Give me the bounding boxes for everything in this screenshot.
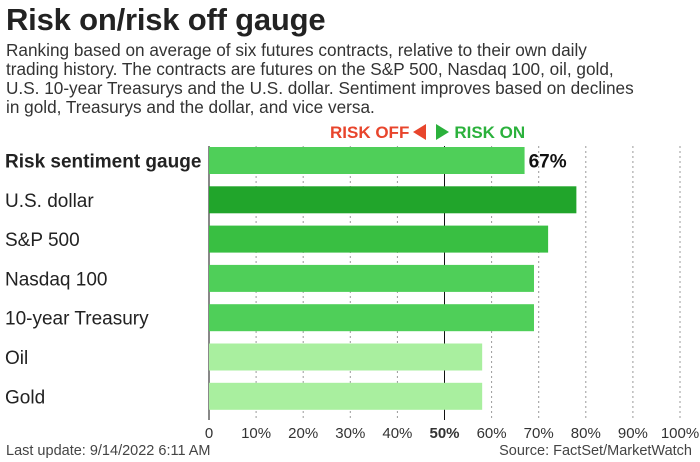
category-label: Oil [5, 348, 28, 369]
x-tick-label: 20% [288, 425, 318, 442]
x-tick-label: 70% [524, 425, 554, 442]
arrow-right-icon [436, 124, 450, 140]
x-tick-label: 80% [571, 425, 601, 442]
source-note: Source: FactSet/MarketWatch [499, 443, 692, 459]
risk-on-label: RISK ON [454, 123, 526, 142]
risk-off-label: RISK OFF [330, 123, 410, 142]
x-tick-label: 30% [335, 425, 365, 442]
category-label: U.S. dollar [5, 191, 94, 212]
chart-title: Risk on/risk off gauge [6, 2, 326, 37]
x-tick-label: 40% [382, 425, 412, 442]
bar [209, 225, 549, 253]
subtitle-line: trading history. The contracts are futur… [6, 59, 614, 79]
arrow-left-icon [413, 124, 427, 140]
x-tick-label: 0 [205, 425, 213, 442]
bar [209, 147, 525, 174]
bar [209, 382, 483, 410]
x-tick-label: 60% [477, 425, 507, 442]
x-tick-label: 90% [618, 425, 648, 442]
x-tick-label: 10% [241, 425, 271, 442]
bar [209, 304, 534, 332]
chart-subtitle: Ranking based on average of six futures … [6, 41, 696, 117]
category-label: Nasdaq 100 [5, 269, 107, 290]
x-tick-label: 50% [429, 425, 459, 442]
last-update: Last update: 9/14/2022 6:11 AM [6, 443, 211, 459]
category-label: 10-year Treasury [5, 309, 149, 330]
bar [209, 186, 577, 214]
subtitle-line: U.S. 10-year Treasurys and the U.S. doll… [6, 78, 634, 98]
subtitle-line: in gold, Treasurys and the dollar, and v… [6, 97, 375, 117]
category-label: S&P 500 [5, 230, 80, 251]
bar [209, 264, 534, 292]
category-label: Gold [5, 387, 45, 408]
data-label: 67% [529, 152, 567, 173]
category-label: Risk sentiment gauge [5, 152, 201, 173]
bar [209, 343, 483, 371]
x-tick-label: 100% [661, 425, 699, 442]
risk-legend: RISK OFF RISK ON [330, 123, 525, 143]
subtitle-line: Ranking based on average of six futures … [6, 40, 587, 60]
